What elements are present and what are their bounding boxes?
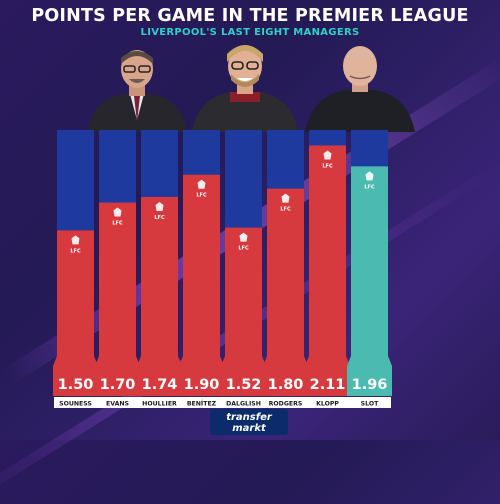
value-label: 1.50 bbox=[58, 377, 94, 393]
liverbird-icon bbox=[155, 201, 164, 211]
labels-layer: 1.50 SOUNESS 1.70 EVANS 1.74 HOULLIER 1.90 BENÍ… bbox=[54, 377, 391, 408]
bar bbox=[57, 230, 94, 356]
lfc-badge-text: LFC bbox=[322, 163, 333, 169]
liverbird-icon bbox=[365, 171, 374, 181]
name-label-bg bbox=[264, 397, 307, 408]
lfc-badge-text: LFC bbox=[238, 246, 249, 252]
category-label: EVANS bbox=[106, 401, 129, 408]
liverbird-icon bbox=[239, 232, 248, 242]
bar bbox=[141, 196, 178, 356]
manager-portrait-right bbox=[305, 46, 415, 132]
category-label: SLOT bbox=[361, 401, 379, 408]
value-box bbox=[137, 356, 182, 396]
lfc-badge-text: LFC bbox=[196, 193, 207, 199]
value-label: 1.70 bbox=[100, 377, 136, 393]
value-label: 1.74 bbox=[142, 377, 178, 393]
value-box bbox=[305, 356, 350, 396]
category-label: DALGLISH bbox=[226, 401, 261, 408]
value-label: 1.96 bbox=[352, 377, 388, 393]
category-label: HOULLIER bbox=[142, 401, 177, 408]
bar bbox=[225, 227, 262, 356]
liverbird-icon bbox=[323, 150, 332, 160]
bar-chart: LFC LFC LFC LFC LFC LFC LFC LFC 1.50 SOUNESS 1.70… bbox=[53, 130, 392, 408]
manager-portrait-left bbox=[87, 50, 187, 132]
bars-layer: LFC LFC LFC LFC LFC LFC LFC LFC bbox=[53, 130, 392, 396]
lfc-badge-text: LFC bbox=[70, 248, 81, 254]
category-label: RODGERS bbox=[269, 401, 303, 408]
category-label: BENÍTEZ bbox=[187, 399, 217, 408]
chart-subtitle: LIVERPOOL'S LAST EIGHT MANAGERS bbox=[140, 27, 360, 38]
name-label-bg bbox=[348, 397, 391, 408]
lfc-badge-text: LFC bbox=[112, 221, 123, 227]
value-box bbox=[179, 356, 224, 396]
liverbird-icon bbox=[71, 235, 80, 245]
name-label-bg bbox=[222, 397, 265, 408]
value-label: 1.90 bbox=[184, 377, 220, 393]
svg-text:transfer: transfer bbox=[226, 412, 273, 423]
transfermarkt-logo: transfer markt bbox=[210, 409, 288, 435]
chart-title: POINTS PER GAME IN THE PREMIER LEAGUE bbox=[31, 6, 469, 26]
category-label: SOUNESS bbox=[59, 401, 92, 408]
name-label-bg bbox=[180, 397, 223, 408]
value-box bbox=[53, 356, 98, 396]
liverbird-icon bbox=[113, 207, 122, 217]
manager-portrait-center bbox=[192, 45, 298, 132]
value-label: 1.52 bbox=[226, 377, 262, 393]
name-label-bg bbox=[54, 397, 97, 408]
bar bbox=[99, 202, 136, 356]
value-label: 1.80 bbox=[268, 377, 304, 393]
svg-text:markt: markt bbox=[232, 423, 267, 434]
name-label-bg bbox=[138, 397, 181, 408]
liverbird-icon bbox=[197, 179, 206, 189]
liverbird-icon bbox=[281, 193, 290, 203]
value-box bbox=[263, 356, 308, 396]
bar bbox=[309, 145, 346, 356]
bar bbox=[267, 188, 304, 356]
name-label-bg bbox=[306, 397, 349, 408]
category-label: KLOPP bbox=[316, 401, 339, 408]
bar bbox=[183, 174, 220, 356]
value-box bbox=[221, 356, 266, 396]
value-box bbox=[95, 356, 140, 396]
value-box bbox=[347, 356, 392, 396]
lfc-badge-text: LFC bbox=[364, 184, 375, 190]
lfc-badge-text: LFC bbox=[154, 215, 165, 221]
bar bbox=[351, 166, 388, 356]
value-label: 2.11 bbox=[310, 377, 346, 393]
lfc-badge-text: LFC bbox=[280, 207, 291, 213]
name-label-bg bbox=[96, 397, 139, 408]
